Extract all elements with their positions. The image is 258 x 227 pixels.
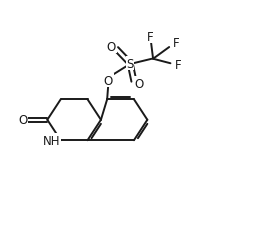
Text: O: O [134,78,143,91]
Text: F: F [175,59,181,72]
Text: NH: NH [43,134,61,147]
Text: O: O [104,74,113,87]
Text: O: O [107,41,116,54]
Text: F: F [173,37,179,50]
Text: F: F [147,31,154,44]
Text: O: O [18,114,27,127]
Text: S: S [126,57,134,70]
